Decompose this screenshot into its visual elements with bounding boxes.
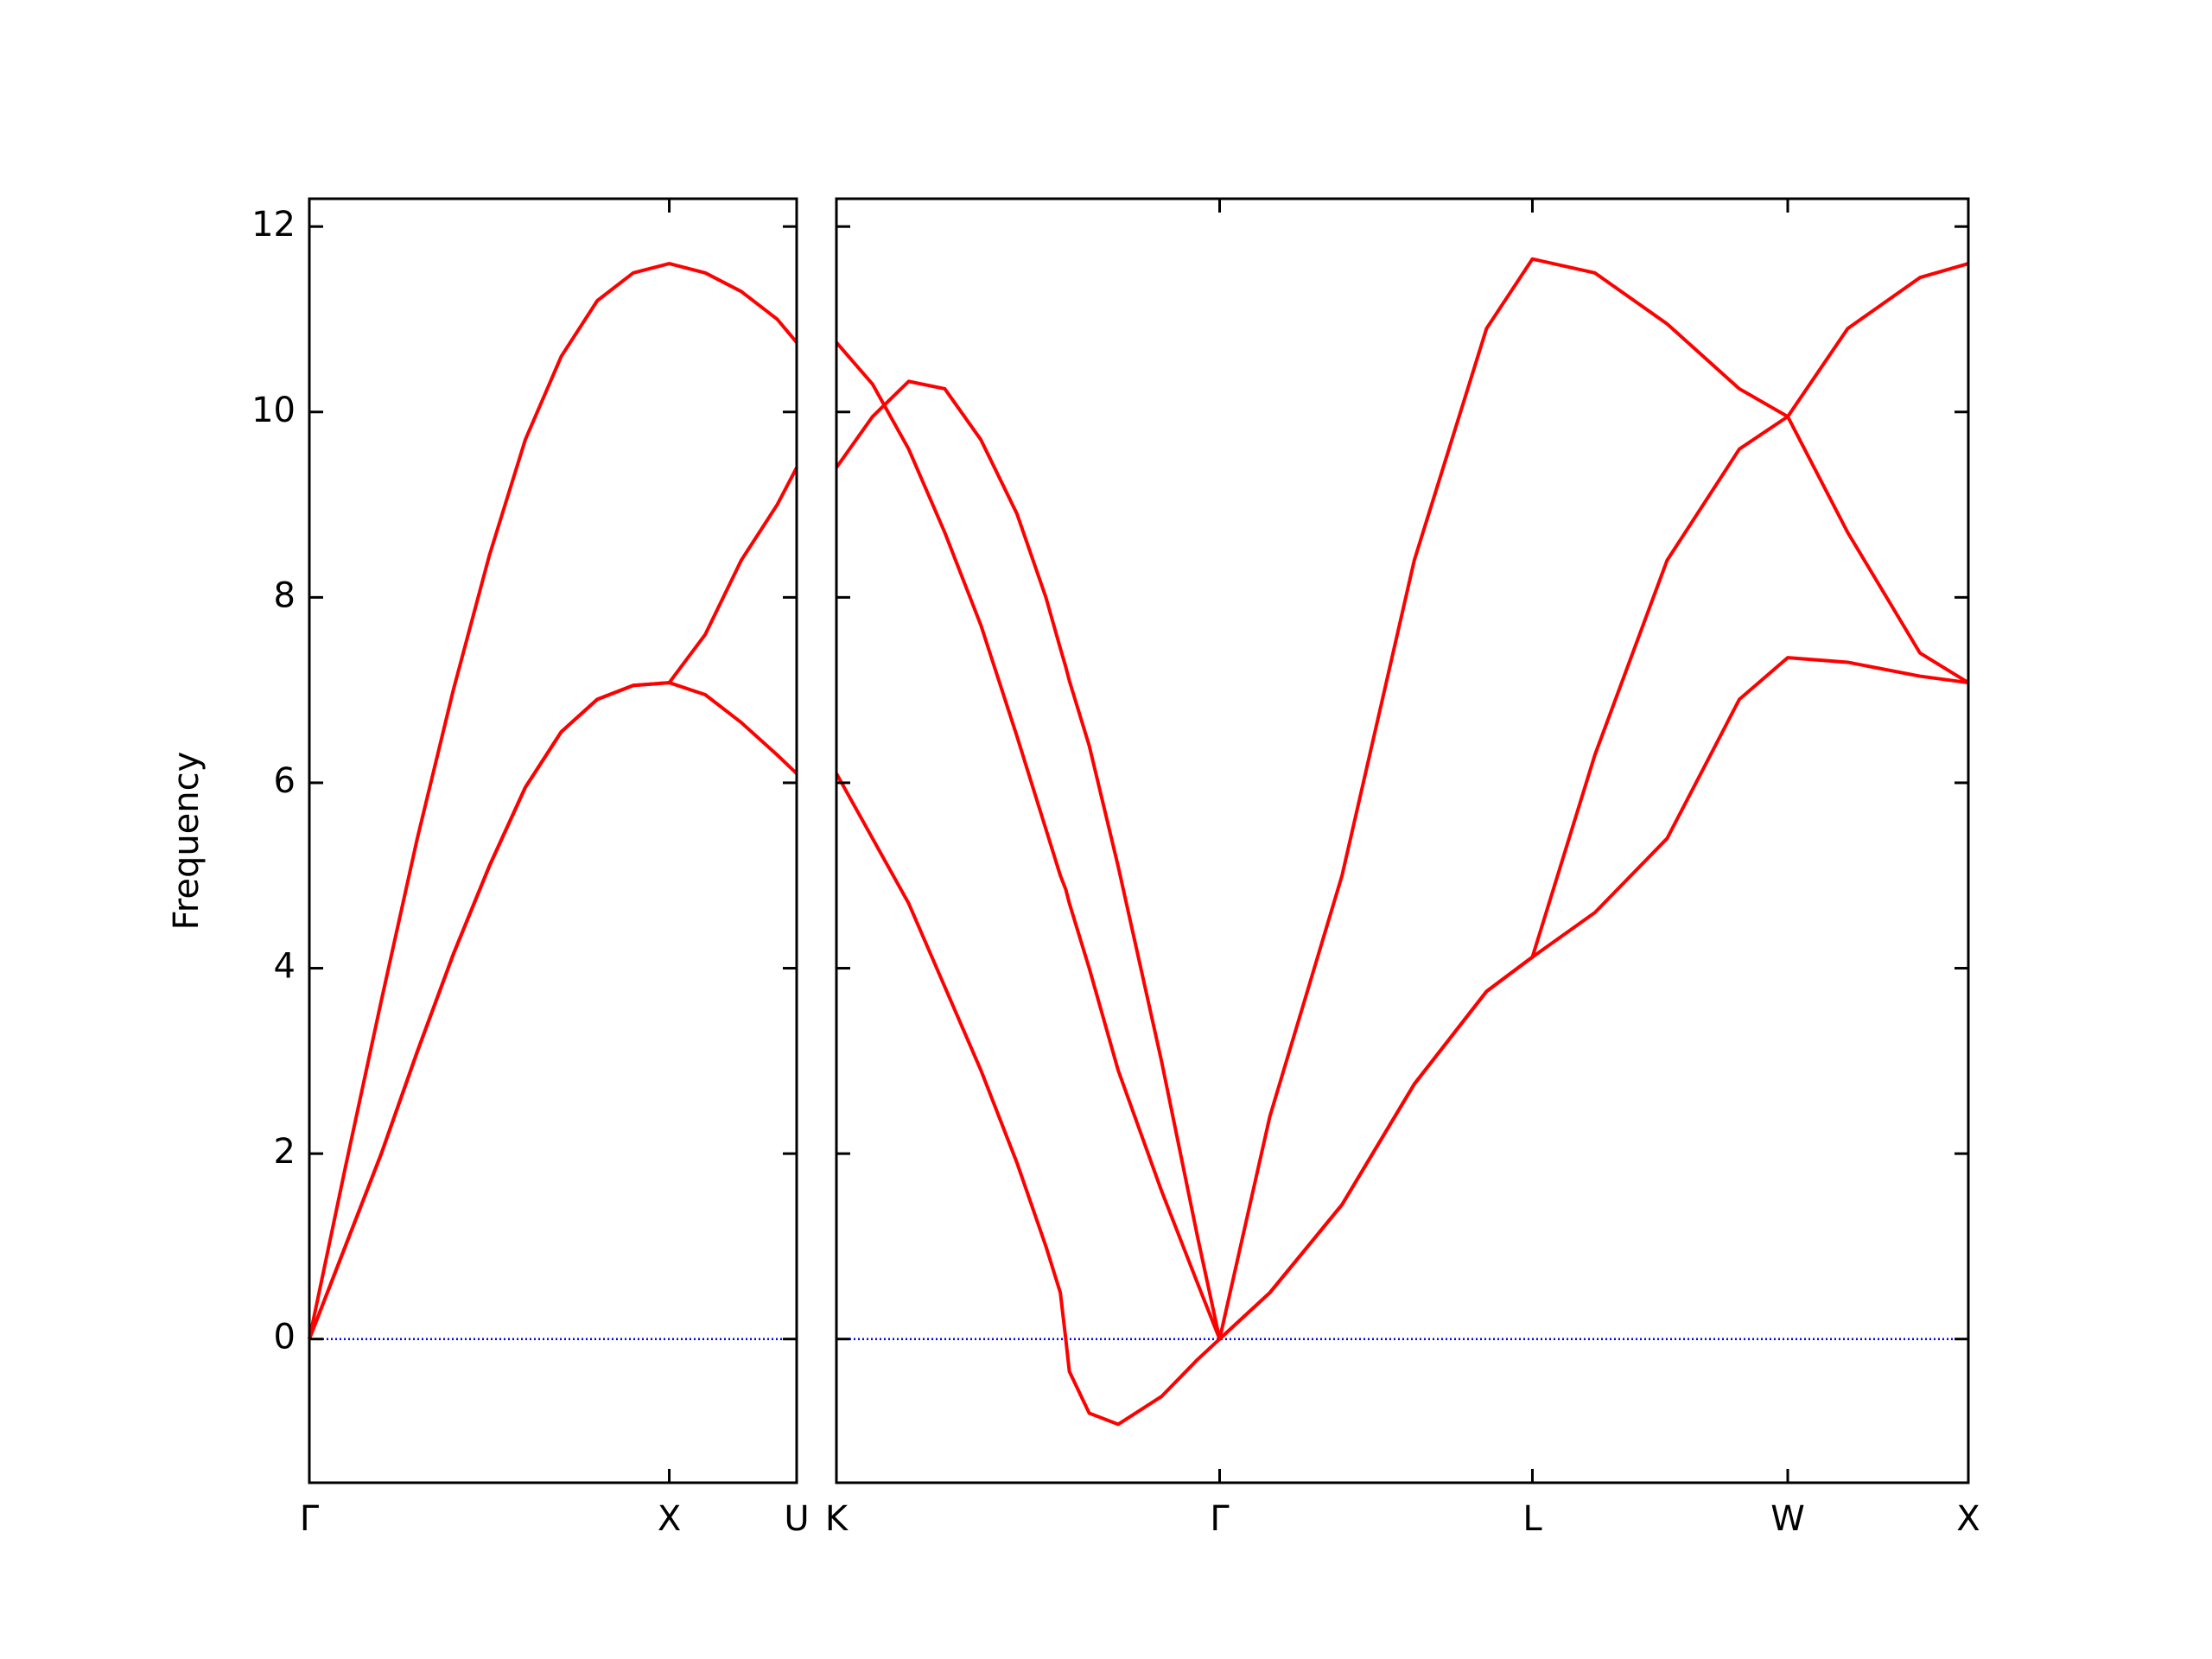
y-axis-label: Frequency [167, 752, 207, 931]
x-tick-label: X [658, 1499, 681, 1539]
band-line [308, 262, 798, 1340]
x-tick-label: W [1770, 1499, 1805, 1539]
x-tick-label: K [825, 1499, 849, 1539]
y-tick-label: 2 [274, 1132, 296, 1172]
band-line [308, 467, 798, 1340]
y-tick-label: 0 [274, 1318, 296, 1357]
y-tick-label: 6 [274, 761, 296, 801]
plot-frame [308, 197, 798, 1484]
x-tick-label: X [1956, 1499, 1980, 1539]
x-tick-label: Γ [1210, 1499, 1230, 1539]
band-line [835, 379, 1970, 1341]
x-tick-label: Γ [300, 1499, 320, 1539]
x-tick-label: L [1522, 1499, 1542, 1539]
band-line [835, 257, 1969, 1341]
band-line [308, 681, 798, 1340]
x-tick-label: U [784, 1499, 809, 1539]
band-line [835, 656, 1969, 1427]
plot-frame [835, 197, 1970, 1484]
y-tick-label: 4 [274, 947, 296, 987]
y-tick-label: 10 [251, 391, 296, 430]
y-tick-label: 12 [251, 205, 296, 245]
y-tick-label: 8 [274, 575, 296, 615]
